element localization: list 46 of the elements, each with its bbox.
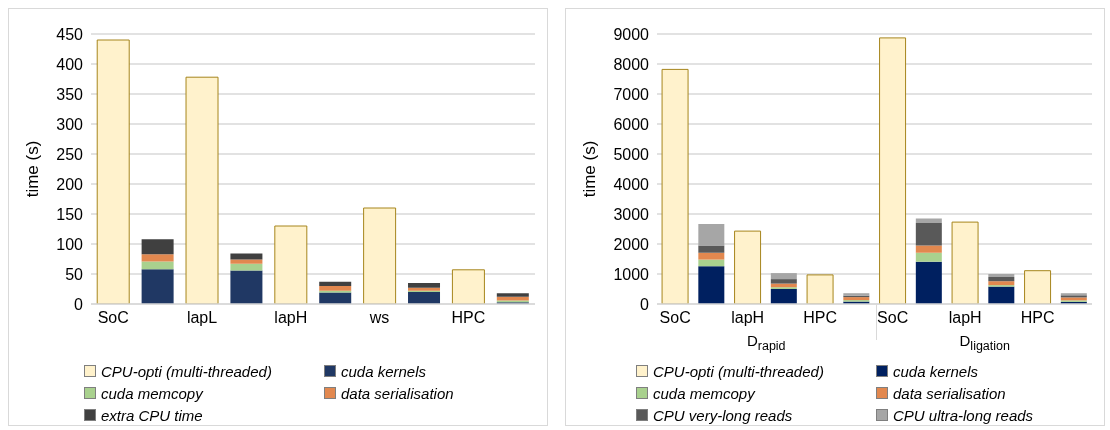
y-tick-label: 0: [640, 295, 650, 313]
y-tick-label: 6000: [613, 115, 650, 133]
y-tick-label: 3000: [613, 205, 650, 223]
legend-label: data serialisation: [341, 384, 454, 402]
y-tick-label: 8000: [613, 55, 650, 73]
y-tick-label: 150: [56, 205, 84, 223]
y-tick-label: 9000: [613, 25, 650, 43]
x-tick-label: HPC: [803, 309, 838, 327]
y-tick-label: 200: [56, 175, 84, 193]
x-tick-label: SoC: [659, 309, 691, 327]
y-tick-label: 1000: [613, 265, 650, 283]
y-tick-label: 450: [56, 25, 84, 43]
y-tick-label: 50: [65, 265, 84, 283]
x-tick-label: HPC: [1020, 309, 1055, 327]
legend-label: CPU very-long reads: [653, 406, 793, 424]
y-tick-label: 0: [74, 295, 84, 313]
legend-label: cuda memcopy: [653, 384, 755, 402]
legend-label: extra CPU time: [101, 406, 203, 424]
y-tick-label: 4000: [613, 175, 650, 193]
x-tick-label: lapH: [948, 309, 982, 327]
y-tick-label: 2000: [613, 235, 650, 253]
x-tick-label: SoC: [877, 309, 909, 327]
y-tick-label: 7000: [613, 85, 650, 103]
y-tick-label: 350: [56, 85, 84, 103]
y-tick-label: 300: [56, 115, 84, 133]
legend-label: CPU-opti (multi-threaded): [101, 362, 272, 380]
y-tick-label: 400: [56, 55, 84, 73]
x-tick-label: lapL: [186, 309, 218, 327]
y-axis-title: time (s): [580, 140, 600, 198]
y-tick-label: 5000: [613, 145, 650, 163]
text: D$_{rapid}$: [745, 332, 787, 353]
x-tick-label: lapH: [731, 309, 765, 327]
legend-label: data serialisation: [893, 384, 1006, 402]
legend-label: cuda kernels: [341, 362, 427, 380]
legend-label: CPU-opti (multi-threaded): [653, 362, 824, 380]
x-tick-label: ws: [368, 309, 390, 327]
x-tick-label: SoC: [97, 309, 129, 327]
legend-label: cuda memcopy: [101, 384, 203, 402]
y-tick-label: 100: [56, 235, 84, 253]
legend-label: cuda kernels: [893, 362, 979, 380]
x-tick-label: HPC: [451, 309, 486, 327]
y-tick-label: 250: [56, 145, 84, 163]
y-axis-title: time (s): [23, 140, 43, 198]
x-tick-label: lapH: [274, 309, 308, 327]
text: D$_{ligation}$: [958, 332, 1011, 353]
legend-label: CPU ultra-long reads: [893, 406, 1034, 424]
